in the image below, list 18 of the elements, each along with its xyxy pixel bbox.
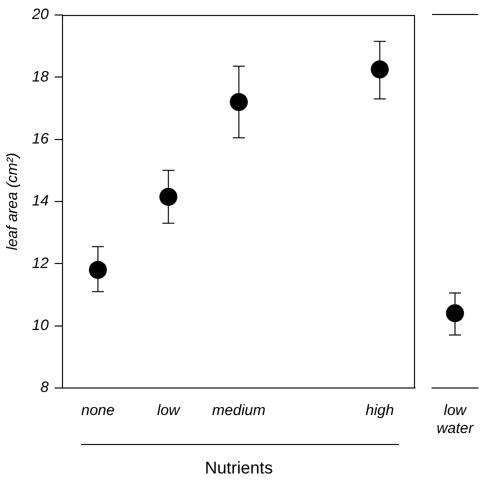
x-tick-label: low water	[436, 402, 474, 438]
y-tick-label: 20	[30, 6, 50, 24]
x-tick-label: medium	[212, 402, 266, 420]
y-tick-label: 8	[40, 379, 50, 396]
y-axis-title: leaf area (cm²)	[4, 152, 22, 250]
x-axis-title: Nutrients	[204, 458, 273, 478]
x-tick-label: none	[81, 402, 115, 420]
point	[88, 260, 107, 279]
point	[159, 188, 178, 206]
x-tick-label: low	[157, 402, 181, 420]
point	[370, 60, 389, 78]
y-tick-label: 18	[32, 68, 50, 86]
y-tick-label: 16	[32, 130, 50, 148]
y-tick-label: 14	[32, 192, 49, 210]
y-tick-label: 10	[32, 317, 50, 334]
x-tick-label: high	[366, 402, 394, 420]
point	[230, 93, 248, 112]
y-tick-label: 12	[32, 254, 50, 272]
